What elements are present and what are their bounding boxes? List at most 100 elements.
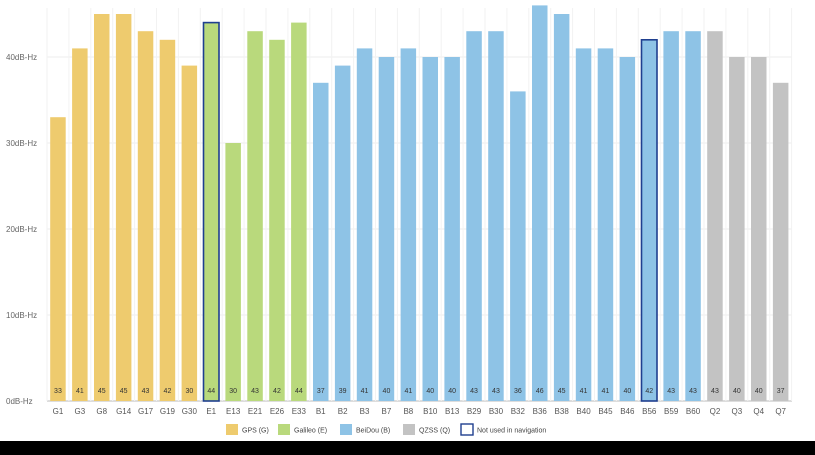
x-tick-q4: Q4 [753, 407, 764, 416]
x-tick-q2: Q2 [710, 407, 721, 416]
bar-b40[interactable] [575, 48, 592, 402]
x-tick-b56: B56 [642, 407, 657, 416]
x-tick-b60: B60 [686, 407, 701, 416]
bar-g14[interactable] [115, 14, 132, 401]
value-label-q7: 37 [777, 388, 785, 395]
value-label-b8: 41 [404, 388, 412, 395]
legend-swatch-e [278, 424, 290, 435]
value-label-b2: 39 [339, 388, 347, 395]
x-tick-b8: B8 [403, 407, 413, 416]
bar-b10[interactable] [422, 57, 439, 401]
value-label-b59: 43 [667, 388, 675, 395]
value-label-e13: 30 [229, 388, 237, 395]
value-label-b29: 43 [470, 388, 478, 395]
x-tick-b36: B36 [533, 407, 548, 416]
x-tick-g14: G14 [116, 407, 132, 416]
bar-q7[interactable] [772, 82, 789, 402]
bar-b32[interactable] [510, 91, 526, 402]
bar-g1[interactable] [50, 117, 66, 401]
x-tick-b3: B3 [360, 407, 370, 416]
x-tick-b13: B13 [445, 407, 460, 416]
bar-q2[interactable] [707, 31, 723, 401]
bars [50, 5, 789, 402]
value-label-g3: 41 [76, 388, 84, 395]
bar-e1[interactable] [202, 21, 220, 402]
value-label-q2: 43 [711, 388, 719, 395]
legend-swatch-q [403, 424, 415, 435]
value-label-g1: 33 [54, 388, 62, 395]
bar-b46[interactable] [619, 57, 636, 401]
bar-b56[interactable] [640, 38, 658, 402]
x-tick-q7: Q7 [775, 407, 786, 416]
x-tick-g1: G1 [53, 407, 64, 416]
bar-b30[interactable] [488, 31, 504, 401]
bar-b3[interactable] [356, 48, 373, 402]
x-tick-g19: G19 [160, 407, 176, 416]
bar-e26[interactable] [269, 39, 285, 402]
bar-b36[interactable] [532, 5, 548, 402]
y-tick-label: 0dB-Hz [6, 397, 33, 406]
value-label-q4: 40 [755, 388, 763, 395]
bar-b29[interactable] [466, 31, 482, 401]
legend-label-e: Galileo (E) [294, 428, 327, 435]
bar-b45[interactable] [597, 48, 614, 402]
x-tick-b45: B45 [598, 407, 613, 416]
value-label-e33: 44 [295, 388, 303, 395]
bar-e21[interactable] [247, 31, 263, 401]
bar-g19[interactable] [159, 39, 176, 402]
bar-b59[interactable] [663, 31, 679, 401]
bar-b60[interactable] [685, 31, 701, 401]
bar-b38[interactable] [553, 14, 570, 401]
legend-label-b: BeiDou (B) [356, 428, 390, 435]
bar-q3[interactable] [729, 57, 745, 401]
y-tick-label: 20dB-Hz [6, 225, 37, 234]
value-label-b3: 41 [361, 388, 369, 395]
legend-swatch-g [226, 424, 238, 435]
legend-label-not-used: Not used in navigation [477, 428, 546, 435]
right-margin [800, 0, 815, 455]
y-tick-label: 40dB-Hz [6, 53, 37, 62]
x-tick-q3: Q3 [732, 407, 743, 416]
legend-label-g: GPS (G) [242, 428, 269, 435]
x-tick-g8: G8 [96, 407, 107, 416]
grid [46, 8, 793, 402]
x-tick-g3: G3 [75, 407, 86, 416]
bottom-bar [0, 441, 815, 455]
bar-q4[interactable] [751, 57, 767, 401]
bar-g30[interactable] [181, 65, 198, 401]
value-label-b46: 40 [623, 388, 631, 395]
x-tick-g30: G30 [182, 407, 198, 416]
x-tick-b1: B1 [316, 407, 326, 416]
bar-e13[interactable] [225, 143, 241, 401]
x-tick-b30: B30 [489, 407, 504, 416]
bar-b1[interactable] [313, 82, 329, 402]
bar-b13[interactable] [444, 57, 460, 401]
x-tick-b32: B32 [511, 407, 526, 416]
bar-g8[interactable] [94, 14, 110, 401]
bar-g17[interactable] [137, 31, 154, 401]
value-label-b7: 40 [383, 388, 391, 395]
bar-b8[interactable] [400, 48, 417, 402]
y-tick-label: 10dB-Hz [6, 311, 37, 320]
legend-swatch-b [340, 424, 352, 435]
value-labels: 33 41 45 45 43 42 30 44 30 43 42 44 37 39 41 40 41 40 40 43… [54, 388, 785, 395]
value-label-b36: 46 [536, 388, 544, 395]
x-tick-e26: E26 [270, 407, 285, 416]
bar-b2[interactable] [334, 65, 351, 401]
value-label-b1: 37 [317, 388, 325, 395]
legend: GPS (G) Galileo (E) BeiDou (B) QZSS (Q) Not … [226, 423, 546, 436]
x-tick-b38: B38 [555, 407, 570, 416]
x-tick-e1: E1 [206, 407, 216, 416]
x-tick-e21: E21 [248, 407, 263, 416]
value-label-e21: 43 [251, 388, 259, 395]
legend-swatch-not-used [460, 423, 474, 436]
bar-g3[interactable] [72, 48, 88, 402]
bar-b7[interactable] [378, 57, 395, 401]
y-axis-ticks: 0dB-Hz 10dB-Hz 20dB-Hz 30dB-Hz 40dB-Hz [6, 53, 37, 406]
value-label-b45: 41 [602, 388, 610, 395]
value-label-b13: 40 [448, 388, 456, 395]
bar-e33[interactable] [291, 22, 307, 401]
x-tick-b40: B40 [576, 407, 591, 416]
value-label-q3: 40 [733, 388, 741, 395]
